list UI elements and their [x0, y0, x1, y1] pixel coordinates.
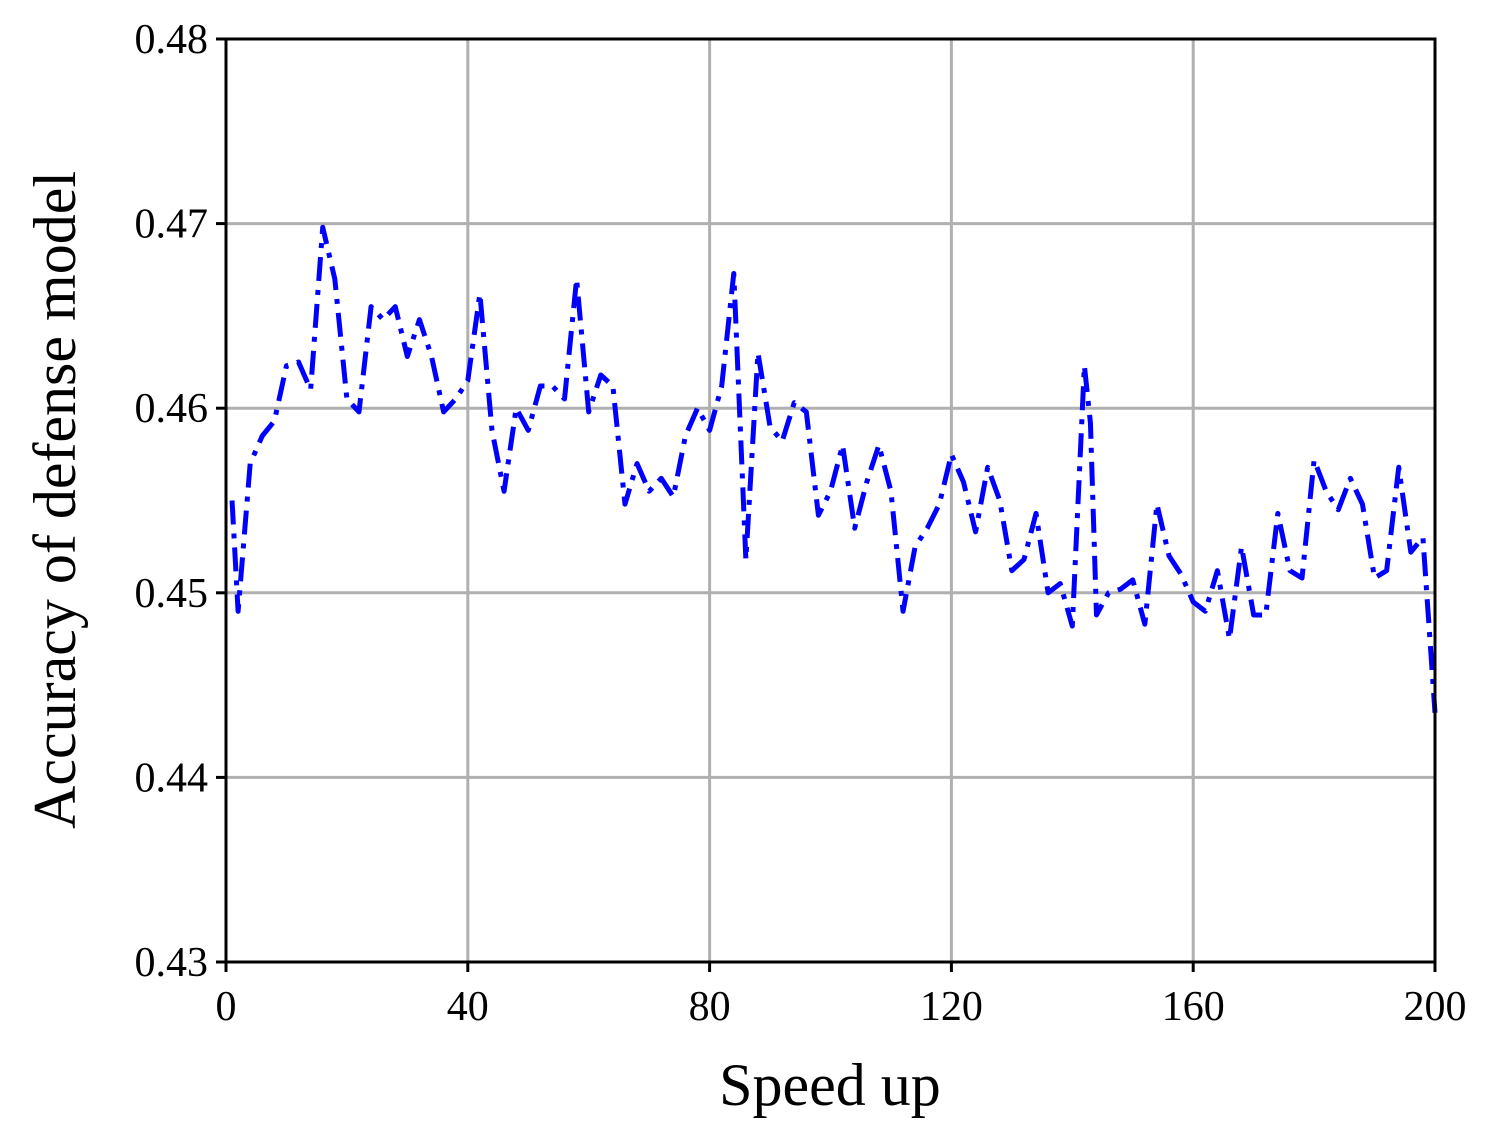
y-tick-label: 0.48 — [135, 17, 209, 63]
x-axis-label: Speed up — [719, 1052, 941, 1118]
y-axis-label: Accuracy of defense model — [22, 171, 88, 829]
x-tick-label: 120 — [920, 984, 983, 1030]
x-tick-label: 40 — [447, 984, 489, 1030]
y-tick-label: 0.46 — [135, 386, 209, 432]
y-tick-label: 0.44 — [135, 755, 209, 801]
y-tick-label: 0.43 — [135, 940, 209, 986]
x-tick-label: 160 — [1162, 984, 1225, 1030]
y-tick-label: 0.47 — [135, 202, 209, 248]
plot-frame — [224, 37, 1437, 964]
x-tick-label: 200 — [1404, 984, 1467, 1030]
data-line — [229, 224, 1438, 713]
x-tick-label: 80 — [689, 984, 731, 1030]
y-tick-label: 0.45 — [135, 571, 209, 617]
x-tick-label: 0 — [216, 984, 237, 1030]
